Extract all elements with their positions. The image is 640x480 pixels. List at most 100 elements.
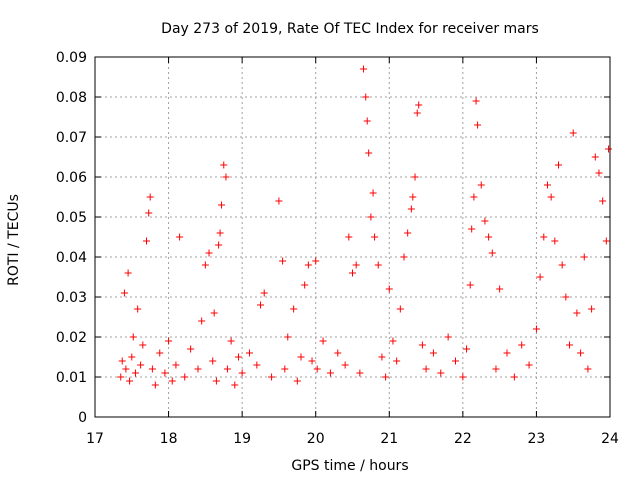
data-point — [472, 97, 480, 105]
data-point — [569, 129, 577, 137]
data-point — [396, 305, 404, 313]
data-point — [284, 333, 292, 341]
data-point — [470, 193, 478, 201]
data-point — [131, 369, 139, 377]
data-point — [363, 117, 371, 125]
data-point — [518, 341, 526, 349]
data-point — [371, 233, 379, 241]
y-tick-label: 0.06 — [56, 170, 87, 186]
data-point — [215, 241, 223, 249]
data-point — [369, 189, 377, 197]
data-point — [231, 381, 239, 389]
plot-frame — [94, 56, 611, 418]
data-point — [161, 369, 169, 377]
data-point — [573, 309, 581, 317]
data-point — [151, 381, 159, 389]
data-point — [407, 205, 415, 213]
data-point — [382, 373, 390, 381]
data-point — [365, 149, 373, 157]
data-point — [474, 121, 482, 129]
data-point — [605, 145, 613, 153]
data-point — [210, 309, 218, 317]
data-point — [126, 377, 134, 385]
data-point — [400, 253, 408, 261]
data-point — [595, 169, 603, 177]
data-point — [124, 269, 132, 277]
data-point — [301, 281, 309, 289]
data-point — [418, 341, 426, 349]
data-point — [367, 213, 375, 221]
data-point — [205, 249, 213, 257]
data-point — [356, 369, 364, 377]
x-axis-label: GPS time / hours — [291, 458, 408, 474]
data-point — [304, 261, 312, 269]
data-point — [326, 369, 334, 377]
x-tick-label: 23 — [528, 431, 546, 447]
data-point — [118, 357, 126, 365]
data-point — [378, 353, 386, 361]
data-point — [253, 361, 261, 369]
x-tick-label: 17 — [86, 431, 104, 447]
data-point — [297, 353, 305, 361]
data-point — [429, 349, 437, 357]
data-point — [404, 229, 412, 237]
chart-title: Day 273 of 2019, Rate Of TEC Index for r… — [161, 21, 539, 37]
data-point — [216, 229, 224, 237]
data-point — [227, 337, 235, 345]
y-tick-label: 0.05 — [56, 210, 87, 226]
data-point — [503, 349, 511, 357]
y-tick-label: 0.09 — [56, 50, 87, 66]
x-tick-label: 19 — [233, 431, 251, 447]
data-point — [547, 193, 555, 201]
x-tick-label: 18 — [160, 431, 178, 447]
data-point — [312, 257, 320, 265]
data-point — [385, 285, 393, 293]
data-point — [591, 153, 599, 161]
data-point — [238, 369, 246, 377]
data-point — [444, 333, 452, 341]
data-point — [165, 337, 173, 345]
data-point — [411, 173, 419, 181]
data-point — [279, 257, 287, 265]
data-point — [485, 233, 493, 241]
data-point — [268, 373, 276, 381]
data-point — [488, 249, 496, 257]
y-tick-label: 0.01 — [56, 370, 87, 386]
data-point — [360, 65, 368, 73]
data-point — [540, 233, 548, 241]
data-point — [577, 349, 585, 357]
data-point — [558, 261, 566, 269]
data-point — [459, 373, 467, 381]
data-point — [319, 337, 327, 345]
data-point — [536, 273, 544, 281]
data-point — [525, 361, 533, 369]
data-point — [352, 261, 360, 269]
data-point — [477, 181, 485, 189]
data-point — [172, 361, 180, 369]
data-point — [218, 201, 226, 209]
data-point — [510, 373, 518, 381]
data-point — [349, 269, 356, 277]
data-point — [551, 237, 559, 245]
data-point — [137, 361, 145, 369]
data-point — [293, 377, 301, 385]
data-point — [341, 361, 349, 369]
data-point — [580, 253, 588, 261]
data-point — [313, 365, 321, 373]
data-point — [181, 373, 189, 381]
y-tick-label: 0.02 — [56, 330, 87, 346]
data-point — [362, 93, 370, 101]
x-tick-label: 22 — [454, 431, 472, 447]
y-tick-label: 0.08 — [56, 90, 87, 106]
data-point — [437, 369, 445, 377]
data-point — [145, 209, 153, 217]
data-point — [201, 261, 209, 269]
data-point — [209, 357, 217, 365]
y-tick-label: 0.04 — [56, 250, 87, 266]
x-axis-ticks: 17 18 19 20 21 22 23 24 — [86, 57, 619, 447]
data-point — [562, 293, 570, 301]
data-point — [409, 193, 417, 201]
data-point — [128, 353, 136, 361]
data-point — [122, 365, 130, 373]
